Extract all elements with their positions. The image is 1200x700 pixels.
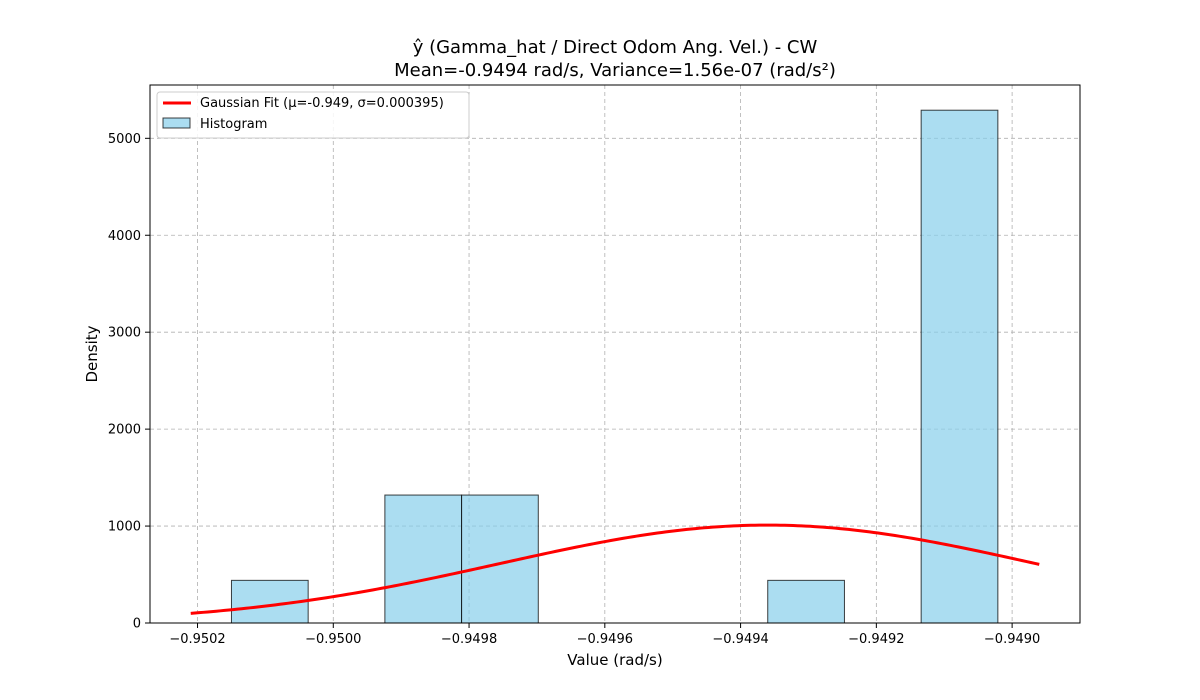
y-axis-ticks: 0 1000 2000 3000 4000 5000 bbox=[108, 132, 150, 632]
y-tick-label: 5000 bbox=[108, 132, 141, 147]
plot-frame bbox=[149, 84, 1081, 624]
x-tick-label: −0.9502 bbox=[169, 632, 225, 647]
x-tick-label: −0.9496 bbox=[577, 632, 633, 647]
y-tick-label: 2000 bbox=[108, 423, 141, 438]
legend: Gaussian Fit (μ=-0.949, σ=0.000395) Hist… bbox=[156, 91, 470, 139]
histogram-bars bbox=[230, 109, 999, 624]
y-axis-label: Density bbox=[83, 325, 101, 382]
y-tick-label: 1000 bbox=[108, 520, 141, 535]
histogram-bar bbox=[384, 494, 463, 624]
y-tick-label: 4000 bbox=[108, 229, 141, 244]
legend-histogram-label: Histogram bbox=[200, 117, 267, 132]
x-tick-label: −0.9490 bbox=[984, 632, 1040, 647]
legend-histogram-swatch bbox=[162, 117, 191, 129]
x-tick-label: −0.9492 bbox=[848, 632, 904, 647]
legend-box bbox=[156, 91, 470, 139]
x-axis-ticks: −0.9502 −0.9500 −0.9498 −0.9496 −0.9494 −0.94… bbox=[169, 623, 1040, 647]
y-tick-label: 0 bbox=[133, 617, 141, 632]
legend-fit-label: Gaussian Fit (μ=-0.949, σ=0.000395) bbox=[200, 96, 444, 111]
x-tick-label: −0.9494 bbox=[712, 632, 768, 647]
x-tick-label: −0.9500 bbox=[305, 632, 361, 647]
chart-subtitle: Mean=-0.9494 rad/s, Variance=1.56e-07 (r… bbox=[394, 60, 836, 81]
chart-title: ŷ (Gamma_hat / Direct Odom Ang. Vel.) - … bbox=[413, 37, 818, 58]
x-axis-label: Value (rad/s) bbox=[567, 651, 662, 669]
gaussian-fit-line bbox=[190, 523, 1040, 615]
histogram-bar bbox=[920, 109, 999, 624]
y-tick-label: 3000 bbox=[108, 326, 141, 341]
gaussian-fit bbox=[190, 523, 1040, 615]
x-tick-label: −0.9498 bbox=[441, 632, 497, 647]
histogram-bar bbox=[767, 579, 845, 624]
